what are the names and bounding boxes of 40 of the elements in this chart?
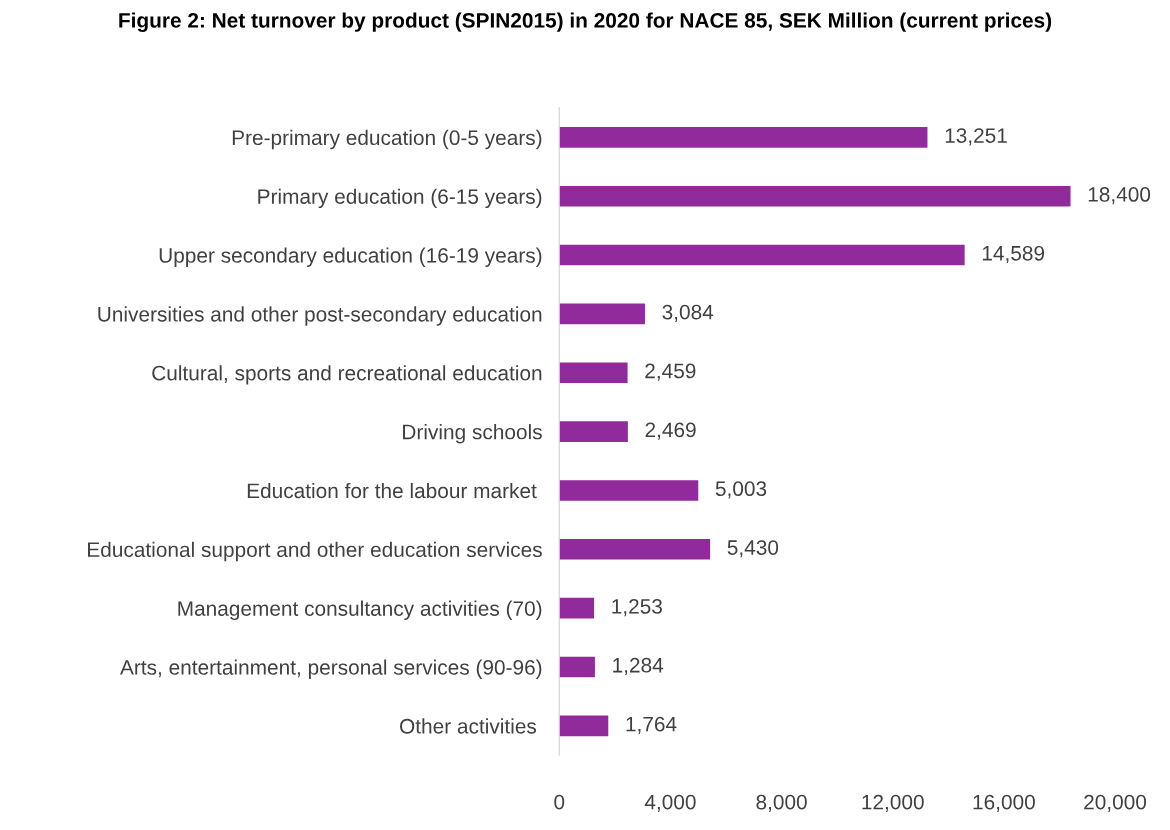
y-tick-label: Driving schools: [403, 424, 542, 444]
bar: [559, 715, 609, 737]
x-tick-label: 16,000: [973, 794, 1035, 812]
x-tick-label: 0: [554, 794, 565, 810]
data-label: 3,084: [662, 304, 714, 322]
bar: [559, 480, 699, 501]
x-tick-label: 8,000: [756, 794, 807, 812]
y-tick-label: Cultural, sports and recreational education: [152, 365, 542, 385]
data-label: 1,253: [612, 599, 662, 617]
bar: [559, 362, 628, 384]
data-label: 2,459: [645, 363, 696, 381]
data-label: 5,003: [715, 481, 767, 499]
y-tick-label: Other activities: [400, 718, 537, 734]
bar: [559, 303, 645, 325]
bar: [559, 539, 711, 560]
y-tick-label: Management consultancy activities (70): [178, 600, 542, 621]
data-label: 1,284: [613, 657, 664, 676]
bar: [559, 244, 965, 266]
data-label: 13,251: [945, 128, 1007, 146]
y-tick-label: Upper secondary education (16-19 years): [159, 247, 542, 267]
bar: [559, 185, 1071, 207]
y-tick-label: Universities and other post-secondary education: [98, 306, 542, 326]
y-tick-label: Educational support and other education services: [88, 541, 542, 562]
chart-title: Figure 2: Net turnover by product (SPIN2015) in 2020 for NACE 85, SEK Million (current prices): [119, 12, 1052, 32]
y-tick-label: Education for the labour market: [247, 482, 537, 499]
bar: [559, 597, 595, 619]
data-label: 18,400: [1088, 187, 1151, 205]
y-tick-label: Arts, entertainment, personal services (90-96): [120, 659, 542, 679]
y-tick-label: Primary education (6-15 years): [258, 188, 542, 209]
data-label: 14,589: [982, 245, 1045, 264]
x-tick-label: 20,000: [1084, 794, 1147, 812]
y-tick-label: Pre-primary education (0-5 years): [232, 129, 542, 150]
bar: [559, 656, 595, 678]
data-label: 1,764: [626, 716, 677, 734]
data-label: 2,469: [645, 422, 696, 440]
bar: [559, 127, 928, 148]
data-label: 5,430: [727, 540, 779, 558]
x-tick-label: 12,000: [862, 794, 924, 812]
bar: [559, 421, 628, 442]
x-tick-label: 4,000: [644, 794, 696, 812]
